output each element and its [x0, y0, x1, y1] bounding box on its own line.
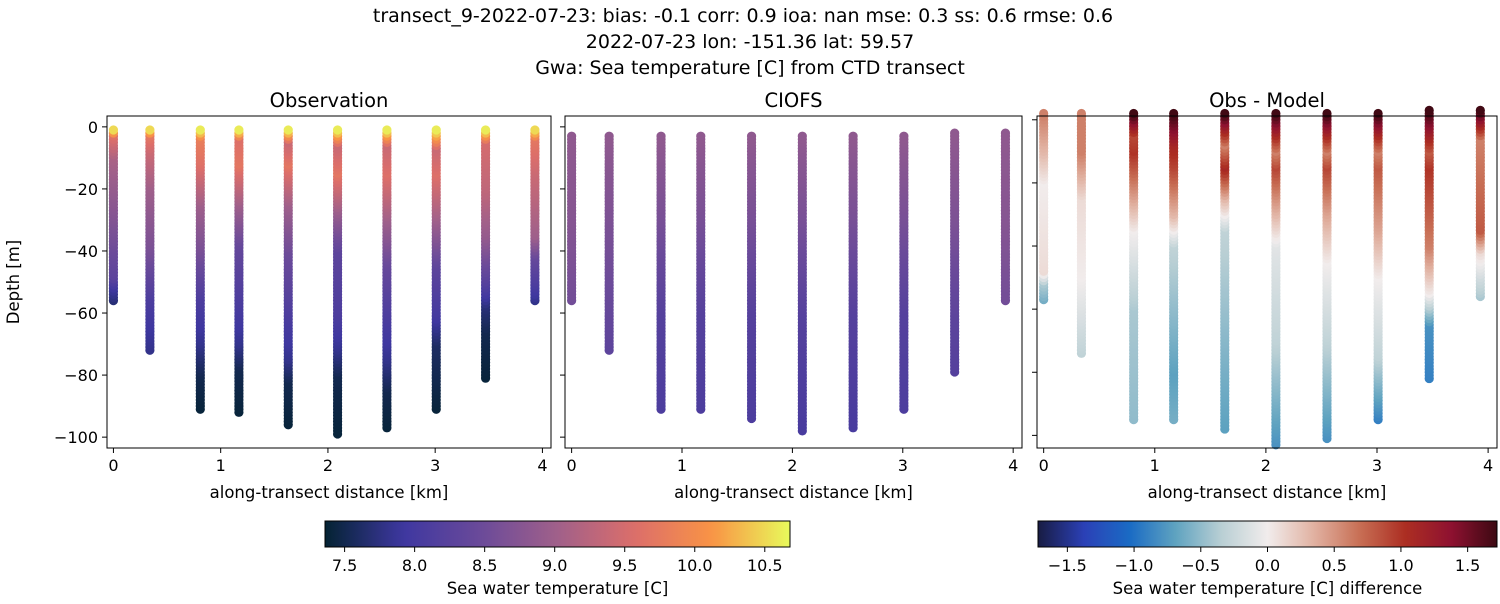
- panel-observation: Observation 0 1 2 3 4 along-transect distance …: [4, 89, 552, 502]
- data-point: [234, 125, 244, 135]
- data-point: [195, 125, 205, 135]
- data-point: [1076, 108, 1087, 119]
- data-point: [567, 131, 577, 141]
- data-point: [797, 131, 807, 141]
- data-point: [656, 131, 666, 141]
- data-point: [332, 125, 343, 135]
- x-tick-label: 4: [1483, 456, 1493, 475]
- axes-frame: [1036, 115, 1498, 449]
- colorbar-tick-label: 0.0: [1255, 556, 1280, 575]
- data-point: [382, 125, 392, 135]
- colorbar-tick-label: 0.5: [1321, 556, 1346, 575]
- data-point: [1220, 108, 1230, 119]
- colorbar-tick-label: 1.0: [1388, 556, 1413, 575]
- figure-title-line-2: 2022-07-23 lon: -151.36 lat: 59.57: [586, 31, 914, 53]
- figure-title-line-3: Gwa: Sea temperature [C] from CTD transe…: [535, 57, 965, 79]
- colorbar-tick-label: 10.5: [747, 556, 783, 575]
- data-point: [604, 131, 614, 141]
- colorbar-temperature: 7.5 8.0 8.5 9.0 9.5 10.0 10.5 Sea water tempera…: [324, 520, 791, 598]
- colorbar-tick-label: 1.5: [1455, 556, 1480, 575]
- axes-frame: [106, 115, 552, 449]
- colorbar-tick-label: 10.0: [677, 556, 713, 575]
- x-tick-label: 0: [108, 456, 118, 475]
- x-tick-label: 3: [430, 456, 440, 475]
- panel-title: Obs - Model: [1209, 89, 1325, 112]
- x-tick-label: 1: [677, 456, 687, 475]
- data-point: [431, 125, 441, 135]
- axes-frame: [564, 115, 1023, 449]
- x-axis-label: along-transect distance [km]: [674, 483, 913, 502]
- x-tick-label: 2: [1261, 456, 1271, 475]
- colorbar-tick-label: 8.0: [402, 556, 427, 575]
- data-point: [108, 125, 119, 135]
- x-tick-label: 2: [323, 456, 333, 475]
- colorbar-difference: −1.5 −1.0 −0.5 0.0 0.5 1.0 1.5 Sea water temper…: [1037, 520, 1498, 598]
- colorbar-gradient: [324, 520, 791, 548]
- panel-title: Observation: [270, 89, 389, 112]
- data-point: [1322, 108, 1332, 119]
- data-point: [1129, 108, 1139, 119]
- colorbar-tick-label: −1.0: [1115, 556, 1154, 575]
- y-tick-label: −40: [64, 242, 98, 261]
- x-tick-label: 3: [898, 456, 908, 475]
- points: [567, 128, 1011, 436]
- x-tick-label: 0: [1039, 456, 1049, 475]
- y-tick-label: −20: [64, 180, 98, 199]
- data-point: [1373, 108, 1383, 119]
- colorbar-tick-label: 7.5: [332, 556, 357, 575]
- colorbar-tick-label: −1.5: [1048, 556, 1087, 575]
- data-point: [530, 125, 540, 135]
- y-tick-label: 0: [88, 118, 98, 137]
- colorbar-tick-label: 9.0: [542, 556, 567, 575]
- colorbar-label: Sea water temperature [C]: [447, 579, 669, 598]
- x-tick-label: 4: [1008, 456, 1018, 475]
- x-axis-label: along-transect distance [km]: [1148, 483, 1387, 502]
- panel-ciofs: CIOFS 0 1 2 3 4 along-transect distance [km]: [560, 89, 1023, 502]
- data-point: [899, 131, 909, 141]
- data-point: [145, 125, 155, 135]
- data-point: [746, 131, 757, 141]
- points: [108, 125, 540, 439]
- y-tick-label: −80: [64, 366, 98, 385]
- x-tick-label: 0: [567, 456, 577, 475]
- panel-title: CIOFS: [765, 89, 823, 112]
- panel-obs-minus-model: Obs - Model 0 1 2 3 4 along-transect distance …: [1032, 89, 1498, 502]
- data-point: [283, 125, 293, 135]
- data-point: [1000, 128, 1011, 138]
- data-point: [1424, 105, 1434, 115]
- points: [1039, 105, 1485, 450]
- x-axis-label: along-transect distance [km]: [210, 483, 449, 502]
- colorbar-gradient: [1037, 520, 1498, 548]
- x-tick-label: 4: [537, 456, 547, 475]
- data-point: [848, 131, 858, 141]
- x-tick-label: 3: [1372, 456, 1382, 475]
- data-point: [696, 131, 706, 141]
- figure-title-line-1: transect_9-2022-07-23: bias: -0.1 corr: …: [373, 5, 1113, 27]
- x-tick-label: 1: [216, 456, 226, 475]
- y-tick-label: −60: [64, 304, 98, 323]
- y-tick-label: −100: [54, 428, 98, 447]
- colorbar-tick-label: 8.5: [472, 556, 497, 575]
- data-point: [1271, 108, 1281, 119]
- data-point: [950, 128, 960, 138]
- data-point: [1039, 108, 1049, 119]
- y-axis-label: Depth [m]: [4, 240, 23, 324]
- x-tick-label: 1: [1150, 456, 1160, 475]
- data-point: [1475, 105, 1485, 115]
- data-point: [1169, 108, 1179, 119]
- data-point: [480, 125, 491, 135]
- colorbar-label: Sea water temperature [C] difference: [1113, 579, 1423, 598]
- x-tick-label: 2: [787, 456, 797, 475]
- colorbar-tick-label: 9.5: [612, 556, 637, 575]
- colorbar-tick-label: −0.5: [1181, 556, 1220, 575]
